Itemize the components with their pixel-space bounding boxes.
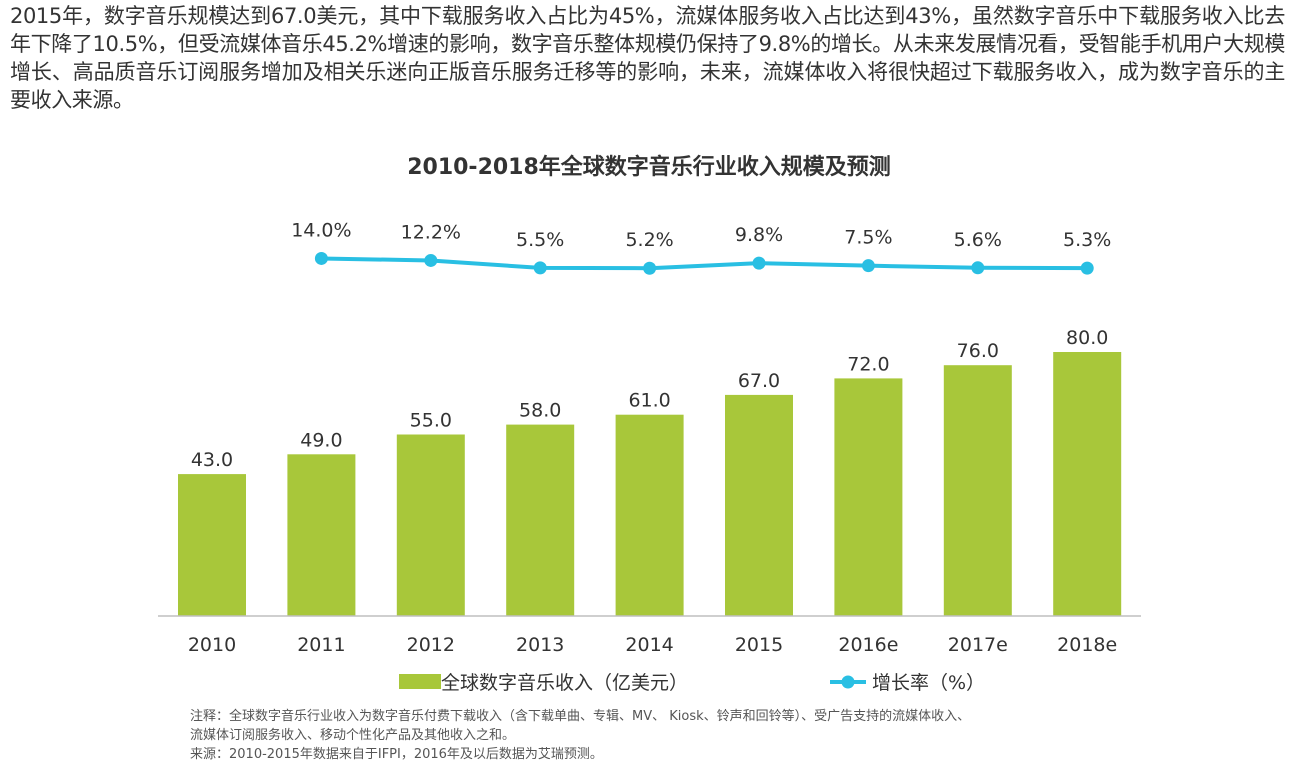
bar-2015: [725, 394, 793, 616]
growth-label-2013: 5.5%: [516, 229, 564, 251]
growth-point-2012: [424, 253, 438, 267]
bar-value-label-2014: 61.0: [628, 390, 670, 412]
bar-2014: [615, 414, 684, 616]
growth-point-2015: [752, 256, 766, 270]
bar-2010: [178, 474, 246, 616]
bar-value-label-2010: 43.0: [191, 449, 233, 471]
growth-point-2017e: [971, 261, 985, 275]
bar-2012: [396, 434, 465, 616]
bar-value-label-2017e: 76.0: [957, 340, 999, 362]
x-tick-label-2017e: 2017e: [948, 634, 1008, 656]
intro-paragraph: 2015年，数字音乐规模达到67.0美元，其中下载服务收入占比为45%，流媒体服…: [10, 4, 1285, 112]
growth-label-2015: 9.8%: [735, 224, 783, 246]
growth-label-2014: 5.2%: [625, 229, 673, 251]
bar-value-label-2013: 58.0: [519, 400, 561, 422]
revenue-chart: 2010-2018年全球数字音乐行业收入规模及预测 43.0 49.0 55.0 58…: [158, 154, 1141, 694]
x-tick-label-2010: 2010: [188, 634, 236, 656]
bar-value-label-2016e: 72.0: [847, 353, 889, 375]
x-tick-labels: 2010 2011 2012 2013 2014 2015 2016e 2017e 2018e: [188, 634, 1117, 656]
growth-label-2018e: 5.3%: [1063, 229, 1111, 251]
growth-point-2014: [643, 261, 657, 275]
growth-label-2011: 14.0%: [291, 219, 351, 241]
growth-label-2012: 12.2%: [401, 221, 461, 243]
legend: 全球数字音乐收入（亿美元） 增长率（%）: [399, 672, 985, 694]
growth-point-2018e: [1080, 261, 1094, 275]
bar-value-label-2015: 67.0: [738, 370, 780, 392]
growth-label-2016e: 7.5%: [844, 227, 892, 249]
bar-value-label-2018e: 80.0: [1066, 327, 1108, 349]
x-tick-label-2015: 2015: [735, 634, 783, 656]
bar-2011: [287, 454, 356, 616]
legend-bar-swatch: [399, 674, 441, 689]
bar-value-label-2012: 55.0: [410, 410, 452, 432]
x-tick-label-2016e: 2016e: [838, 634, 898, 656]
growth-point-2011: [314, 251, 328, 265]
growth-point-2013: [533, 261, 547, 275]
x-tick-label-2012: 2012: [407, 634, 455, 656]
bar-2013: [506, 424, 575, 616]
bar-2016e: [834, 378, 903, 616]
x-tick-label-2014: 2014: [625, 634, 673, 656]
bar-2018e: [1053, 352, 1122, 616]
note-line-3: 来源：2010-2015年数据来自于IFPI，2016年及以后数据为艾瑞预测。: [190, 747, 603, 762]
growth-line-layer: 14.0% 12.2% 5.5% 5.2% 9.8% 7.5% 5.6% 5.3%: [291, 219, 1111, 275]
footnotes: 注释：全球数字音乐行业收入为数字音乐付费下载收入（含下载单曲、专辑、MV、 Ki…: [190, 707, 1280, 764]
legend-bar-label: 全球数字音乐收入（亿美元）: [441, 672, 688, 694]
bars-layer: 43.0 49.0 55.0 58.0 61.0 67.0 72.0 76.0 80.0: [178, 327, 1122, 616]
growth-label-2017e: 5.6%: [954, 229, 1002, 251]
chart-title: 2010-2018年全球数字音乐行业收入规模及预测: [407, 154, 891, 180]
x-tick-label-2011: 2011: [297, 634, 345, 656]
x-tick-label-2018e: 2018e: [1057, 634, 1117, 656]
bar-2017e: [943, 365, 1012, 616]
x-tick-label-2013: 2013: [516, 634, 564, 656]
note-line-1: 注释：全球数字音乐行业收入为数字音乐付费下载收入（含下载单曲、专辑、MV、 Ki…: [190, 709, 971, 724]
growth-point-2016e: [861, 259, 875, 273]
bar-value-label-2011: 49.0: [300, 429, 342, 451]
note-line-2: 流媒体订阅服务收入、移动个性化产品及其他收入之和。: [190, 728, 516, 743]
legend-line-label: 增长率（%）: [872, 672, 985, 694]
legend-line-marker: [841, 675, 855, 689]
growth-rate-line: [321, 256, 1088, 271]
